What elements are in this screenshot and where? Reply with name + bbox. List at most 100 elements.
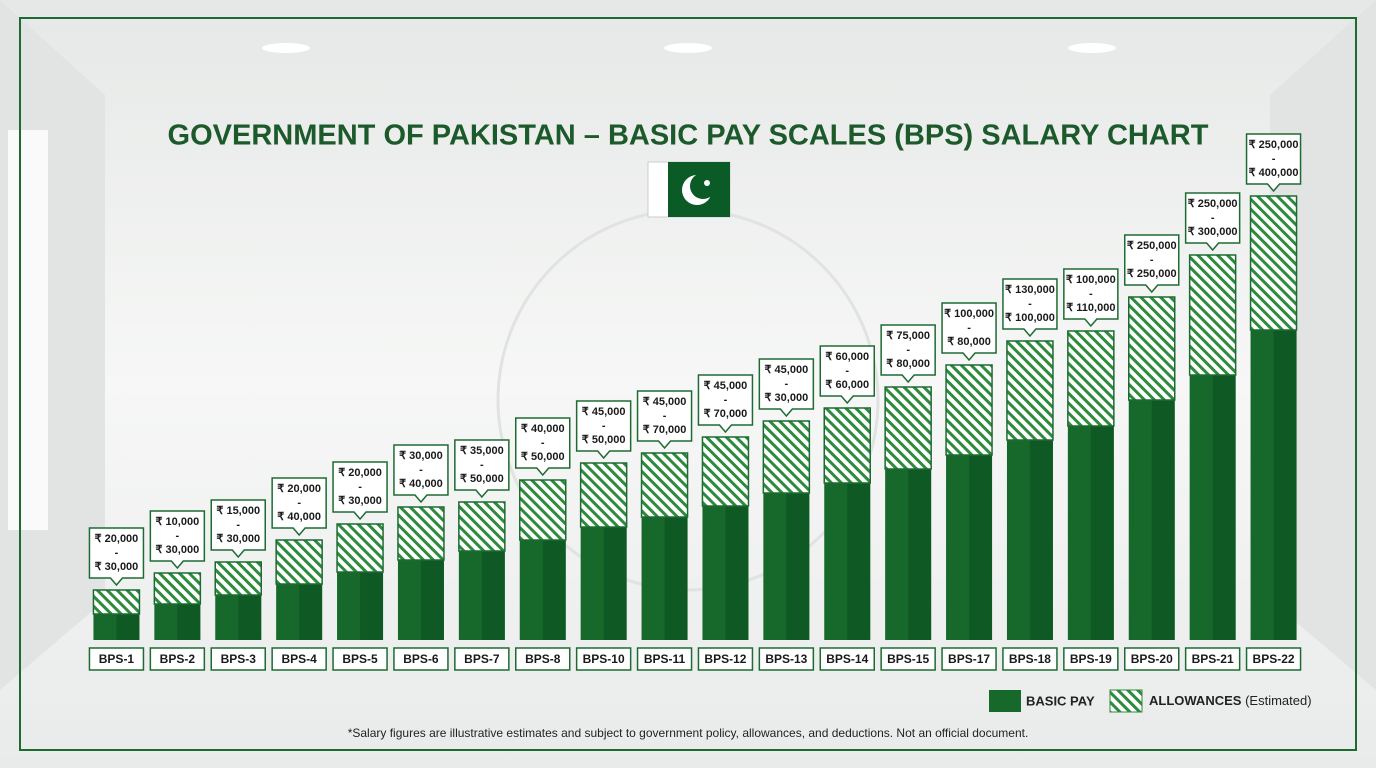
bar-segment [579,462,628,528]
bar-shade [299,584,323,640]
category-box [819,647,875,671]
x-tick-label: BPS-22 [1253,652,1295,666]
x-tick-label: BPS-19 [1070,652,1112,666]
category-box [636,647,693,671]
x-tick-label: BPS-18 [1009,652,1051,666]
salary-range: ₹ 70,000 [643,424,687,436]
salary-range: - [115,547,119,559]
salary-range: ₹ 250,000 [1127,240,1177,252]
frame [19,17,1357,751]
callout [575,400,632,460]
salary-range: ₹ 100,000 [944,308,994,320]
bar-segment [458,501,506,552]
salary-range: ₹ 80,000 [947,336,991,348]
bar-segment [1128,296,1176,401]
x-tick-label: BPS-17 [948,652,990,666]
salary-range: ₹ 30,000 [399,450,443,462]
bar-segment [214,561,262,596]
category-box [697,647,754,671]
salary-range: ₹ 250,000 [1249,139,1299,151]
ceiling-light [664,43,712,53]
bar-segment [336,523,384,573]
x-tick-label: BPS-2 [160,652,196,666]
chart-title: GOVERNMENT OF PAKISTAN – BASIC PAY SCALE… [168,120,1209,152]
legend-label: BASIC PAY [1026,693,1095,708]
x-tick-label: BPS-1 [99,652,135,666]
x-tick-label: BPS-4 [281,652,317,666]
salary-range: ₹ 400,000 [1249,167,1299,179]
bar-segment [762,420,811,494]
salary-range: ₹ 60,000 [825,379,869,391]
x-tick-label: BPS-13 [765,652,807,666]
legend-swatch [989,690,1021,712]
callout [149,510,206,570]
salary-range: - [176,530,180,542]
salary-range: ₹ 20,000 [277,483,321,495]
category-box [575,647,632,671]
bar-shade [542,540,566,640]
salary-range: ₹ 110,000 [1066,302,1115,314]
bar-shade [1090,426,1114,640]
legend-label: ALLOWANCES [1149,693,1242,708]
x-tick-label: BPS-20 [1131,652,1173,666]
category-box [758,647,815,671]
salary-range: ₹ 35,000 [460,445,504,457]
x-tick-label: BPS-14 [826,652,868,666]
legend-label: ALLOWANCES (Estimated) [1149,693,1312,708]
callout [819,345,875,405]
salary-range: - [906,344,910,356]
salary-range: - [602,420,606,432]
salary-range: ₹ 30,000 [216,533,260,545]
x-tick-label: BPS-12 [704,652,746,666]
callout [880,324,936,384]
x-tick-label: BPS-11 [644,652,686,666]
salary-range: ₹ 40,000 [399,478,443,490]
x-tick-label: BPS-3 [221,652,257,666]
bar-shade [603,527,627,640]
ceiling-light [262,43,310,53]
bar-segment [1249,195,1298,331]
salary-range: ₹ 250,000 [1188,198,1238,210]
salary-range: ₹ 250,000 [1127,268,1177,280]
salary-range: ₹ 20,000 [338,467,382,479]
window [8,130,48,530]
salary-range: ₹ 80,000 [886,358,930,370]
x-tick-label: BPS-7 [464,652,500,666]
bar-segment [640,452,689,518]
salary-range: - [358,481,362,493]
bar-segment [397,506,445,561]
bar-segment [1006,340,1054,441]
x-tick-label: BPS-6 [403,652,439,666]
category-box [880,647,936,671]
salary-range: ₹ 50,000 [460,473,504,485]
category-box [271,647,327,671]
bar-segment [275,539,323,585]
category-box [88,647,145,671]
salary-range: - [1089,288,1093,300]
bar-shade [116,614,140,640]
callout [1184,192,1241,252]
category-box [149,647,206,671]
bar-shade [420,560,444,640]
legend: BASIC PAY ALLOWANCES (Estimated) [989,689,1312,713]
bar-segment [92,589,141,615]
callout [1124,234,1180,294]
ceiling-light [1068,43,1116,53]
category-box [210,647,266,671]
category-box [1124,647,1180,671]
category-box [1002,647,1058,671]
bar-segment [153,572,202,605]
salary-range: ₹ 15,000 [216,505,260,517]
salary-range: - [845,365,849,377]
footnote: *Salary figures are illustrative estimat… [348,726,1029,740]
callout [1245,133,1302,193]
salary-range: ₹ 40,000 [277,511,321,523]
salary-range: - [419,464,423,476]
callout [271,477,327,537]
salary-range: ₹ 75,000 [886,330,930,342]
bar-segment [884,386,932,470]
bar-shade [847,483,871,640]
category-box [1063,647,1119,671]
